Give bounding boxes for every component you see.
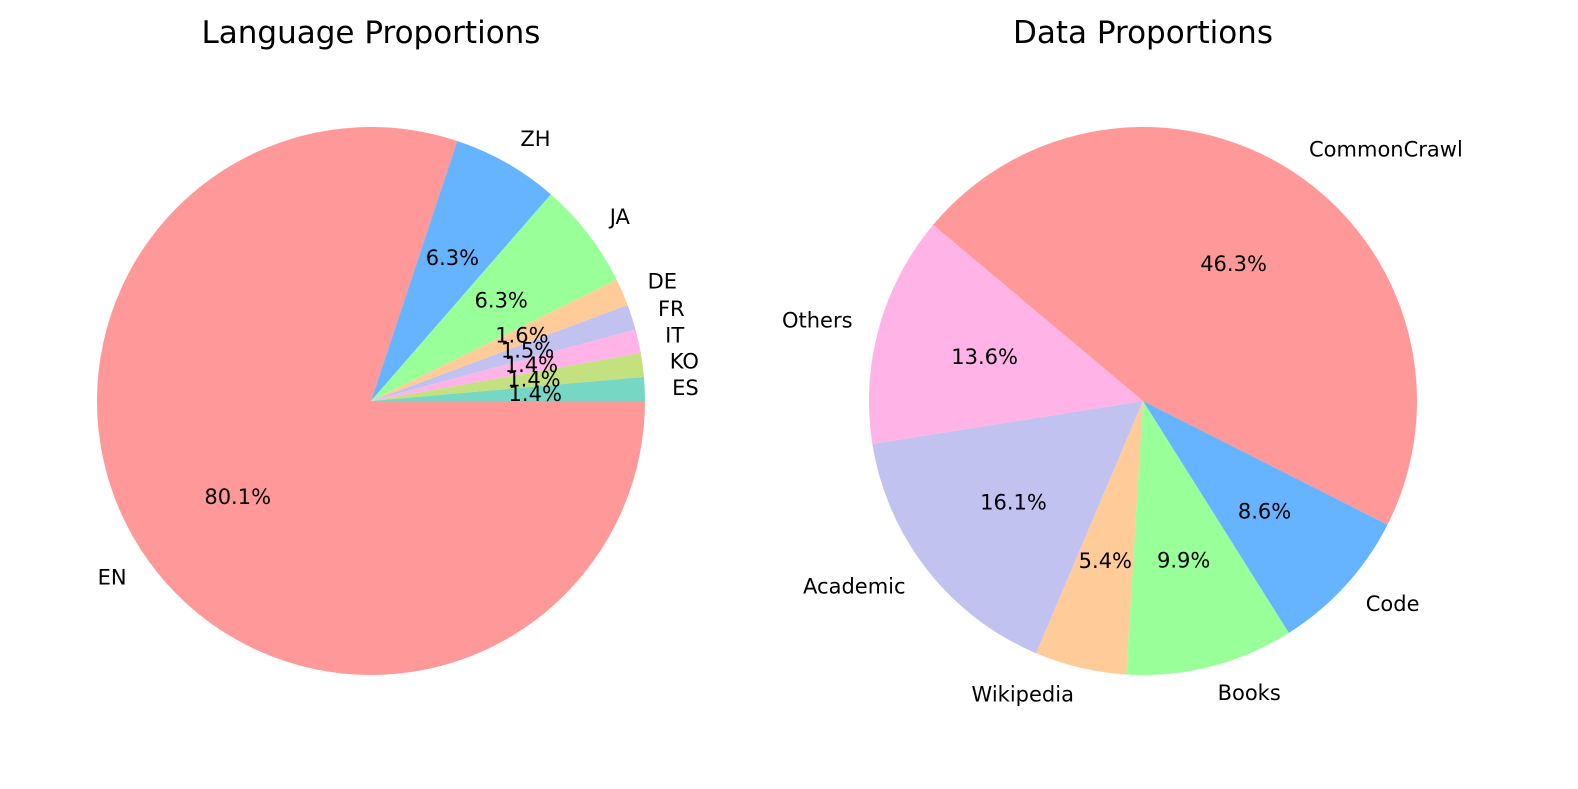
percent-label-es: 1.4% [509,382,562,406]
pie-slices [96,127,645,676]
chart-title: Data Proportions [1013,15,1273,51]
percent-label-de: 1.6% [495,324,548,348]
slice-label-zh: ZH [520,127,550,151]
slice-label-ko: KO [670,349,699,373]
slice-fr [371,304,636,401]
slice-en [96,127,645,676]
slice-es [371,376,645,401]
percent-label-zh: 6.3% [426,246,479,270]
slice-zh [371,140,551,401]
data-pie-chart: Data Proportions CommonCrawl Code Books Wik… [782,15,1463,706]
slice-label-academic: Academic [803,575,906,599]
percent-label-en: 80.1% [204,485,271,509]
percent-labels: 80.1%6.3%6.3%1.6%1.5%1.4%1.4%1.4% [204,246,562,509]
slice-books [1126,401,1289,675]
percent-label-commoncrawl: 46.3% [1200,252,1267,276]
slice-de [371,279,628,401]
slice-it [371,329,641,401]
percent-label-academic: 16.1% [980,490,1047,514]
slice-academic [872,401,1143,654]
percent-label-ja: 6.3% [475,289,528,313]
pie-slices [868,126,1418,675]
slice-others [868,224,1143,444]
slice-label-fr: FR [658,297,685,321]
percent-label-others: 13.6% [951,345,1018,369]
slice-label-commoncrawl: CommonCrawl [1309,137,1463,161]
percent-label-fr: 1.5% [501,339,554,363]
slice-code [1143,401,1388,633]
percent-label-code: 8.6% [1238,500,1291,524]
slice-labels: CommonCrawl Code Books Wikipedia Academic Oth… [782,137,1463,706]
slice-ko [371,353,644,401]
slice-label-it: IT [665,323,684,347]
slice-label-code: Code [1366,592,1420,616]
slice-label-es: ES [672,376,699,400]
slice-wikipedia [1036,401,1143,675]
percent-labels: 46.3% 8.6% 9.9% 5.4% 16.1% 13.6% [951,252,1291,573]
slice-label-en: EN [98,565,127,589]
percent-label-ko: 1.4% [507,367,560,391]
slice-commoncrawl [933,126,1418,525]
percent-label-it: 1.4% [505,353,558,377]
slice-label-others: Others [782,308,853,332]
slice-label-ja: JA [608,205,631,229]
slice-label-wikipedia: Wikipedia [972,682,1074,706]
chart-title: Language Proportions [202,15,541,51]
slice-label-de: DE [648,269,677,293]
percent-label-books: 9.9% [1157,548,1210,572]
slice-label-books: Books [1218,681,1281,705]
percent-label-wikipedia: 5.4% [1079,549,1132,573]
slice-ja [371,194,617,401]
